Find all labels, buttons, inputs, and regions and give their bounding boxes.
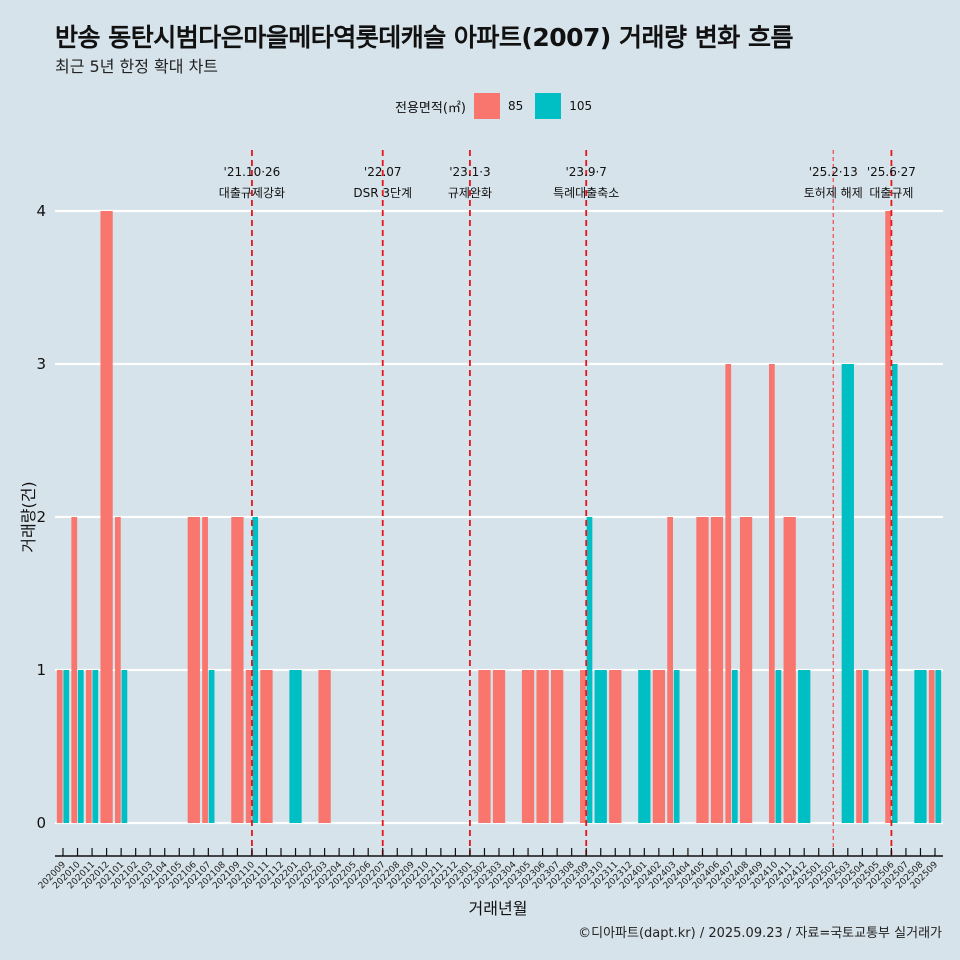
y-tick-label: 3 — [36, 355, 46, 373]
legend-title: 전용면적(㎡) — [395, 100, 466, 116]
bar-202306-85 — [536, 670, 549, 823]
x-axis: 2020092020102020112020122021012021022021… — [37, 848, 943, 891]
annotation-date: '25.2·13 — [809, 165, 858, 179]
annotation-lines — [251, 150, 893, 855]
bar-202503-105 — [841, 364, 854, 823]
y-axis: 0 1 2 3 4 — [36, 202, 46, 832]
bar-202410-85 — [768, 364, 775, 823]
bar-202302-85 — [478, 670, 491, 823]
bar-202109-85 — [231, 517, 244, 823]
bar-202010-85 — [71, 517, 78, 823]
bar-202106-85 — [187, 517, 200, 823]
bar-202203-85 — [318, 670, 331, 823]
bar-202305-85 — [521, 670, 535, 823]
x-axis-title: 거래년월 — [469, 899, 528, 918]
bar-202410-105 — [775, 670, 782, 823]
bar-202407-85 — [725, 364, 732, 823]
bar-202408-85 — [739, 517, 753, 823]
bar-202012-85 — [100, 211, 113, 823]
y-tick-label: 1 — [36, 661, 46, 679]
bar-202504-85 — [856, 670, 862, 823]
bar-202504-105 — [862, 670, 869, 823]
bar-202010-105 — [77, 670, 84, 823]
bar-202506-85 — [885, 211, 891, 823]
annotation-date: '21.10·26 — [224, 165, 281, 179]
bar-202401-105 — [638, 670, 651, 823]
bar-202403-105 — [673, 670, 680, 823]
chart-title: 반송 동탄시범다은마을메타역롯데캐슬 아파트(2007) 거래량 변화 흐름 — [55, 23, 793, 52]
bar-202309-105 — [586, 517, 593, 823]
annotation-label: DSR 3단계 — [353, 186, 412, 200]
y-axis-title: 거래량(건) — [19, 481, 38, 552]
legend-label-85: 85 — [507, 99, 524, 113]
bar-202307-85 — [550, 670, 564, 823]
annotation-date: '23.1·3 — [449, 165, 490, 179]
y-tick-label: 4 — [36, 202, 46, 220]
annotation-date: '25.6·27 — [867, 165, 916, 179]
legend-label-105: 105 — [569, 99, 593, 113]
legend: 전용면적(㎡) 85 105 — [395, 93, 604, 119]
legend-swatch-85 — [473, 93, 500, 119]
bar-202201-105 — [289, 670, 302, 823]
bar-202411-85 — [783, 517, 796, 823]
bar-202303-85 — [492, 670, 506, 823]
bar-202309-85 — [580, 670, 586, 823]
annotations: '21.10·26 대출규제강화 '22.07 DSR 3단계 '23.1·3 규제완화 '… — [219, 165, 916, 200]
bar-202311-85 — [609, 670, 622, 823]
bars — [56, 211, 942, 823]
bar-202412-105 — [798, 670, 811, 823]
chart-subtitle: 최근 5년 한정 확대 차트 — [55, 57, 219, 76]
source-caption: ©디아파트(dapt.kr) / 2025.09.23 / 자료=국토교통부 실… — [578, 926, 942, 941]
bar-202402-85 — [652, 670, 666, 823]
bar-202403-85 — [667, 517, 673, 823]
bar-202405-85 — [696, 517, 709, 823]
bar-202011-105 — [92, 670, 99, 823]
bar-202110-105 — [252, 517, 259, 823]
bar-202506-105 — [891, 364, 898, 823]
y-tick-label: 2 — [36, 508, 46, 526]
annotation-date: '23.9·7 — [565, 165, 606, 179]
annotation-label: 특례대출축소 — [553, 186, 619, 200]
bar-202509-105 — [935, 670, 942, 823]
annotation-label: 대출규제강화 — [219, 186, 285, 200]
bar-202011-85 — [85, 670, 92, 823]
bar-202509-85 — [928, 670, 935, 823]
bar-202101-85 — [114, 517, 121, 823]
bar-202107-85 — [202, 517, 208, 823]
bar-202310-105 — [594, 670, 607, 823]
bar-202101-105 — [121, 670, 128, 823]
bar-202107-105 — [208, 670, 215, 823]
annotation-date: '22.07 — [364, 165, 402, 179]
annotation-label: 규제완화 — [448, 186, 492, 200]
bar-202407-105 — [731, 670, 738, 823]
annotation-label: 토허제 해제 — [804, 186, 863, 200]
annotation-label: 대출규제 — [869, 186, 913, 200]
bar-202110-85 — [245, 670, 252, 823]
y-tick-label: 0 — [36, 814, 46, 832]
bar-202111-85 — [260, 670, 273, 823]
legend-swatch-105 — [535, 93, 562, 119]
bar-202508-105 — [914, 670, 927, 823]
bar-202009-105 — [63, 670, 70, 823]
bar-202406-85 — [710, 517, 724, 823]
bar-202009-85 — [56, 670, 63, 823]
